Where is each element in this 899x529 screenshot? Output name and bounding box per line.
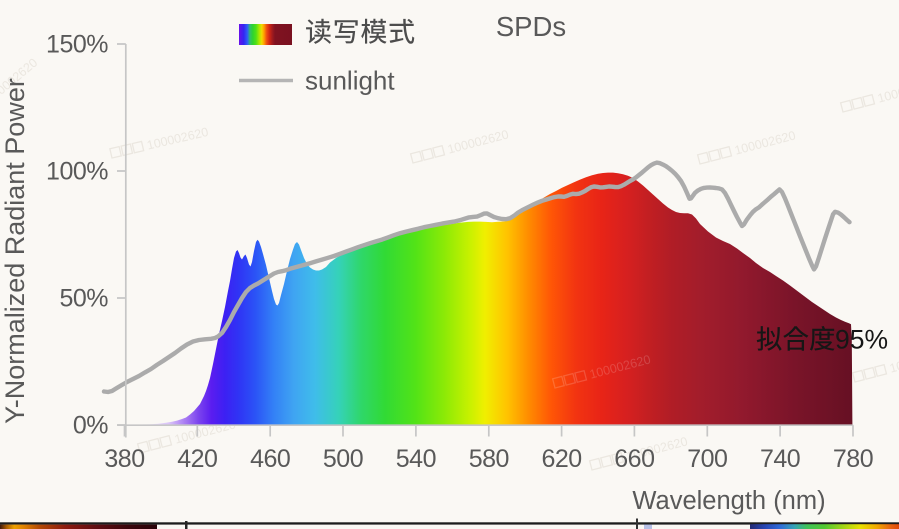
svg-text:700: 700 — [687, 445, 727, 473]
svg-text:660: 660 — [614, 445, 654, 473]
svg-text:50%: 50% — [59, 285, 108, 313]
svg-text:580: 580 — [469, 445, 509, 473]
svg-text:540: 540 — [396, 445, 436, 473]
svg-text:620: 620 — [541, 445, 581, 473]
svg-text:150%: 150% — [46, 31, 108, 59]
svg-text:Y-Normalized Radiant Power: Y-Normalized Radiant Power — [0, 78, 30, 424]
svg-text:740: 740 — [760, 445, 800, 473]
svg-text:500: 500 — [323, 445, 363, 473]
svg-text:0%: 0% — [73, 412, 108, 440]
svg-text:380: 380 — [104, 445, 144, 473]
svg-text:SPDs: SPDs — [496, 11, 566, 42]
svg-text:sunlight: sunlight — [305, 66, 395, 96]
svg-text:95%: 95% — [835, 325, 888, 355]
svg-text:780: 780 — [833, 445, 873, 473]
svg-text:420: 420 — [177, 445, 217, 473]
svg-text:Wavelength (nm): Wavelength (nm) — [632, 487, 825, 515]
svg-text:460: 460 — [250, 445, 290, 473]
svg-text:100%: 100% — [46, 158, 108, 186]
